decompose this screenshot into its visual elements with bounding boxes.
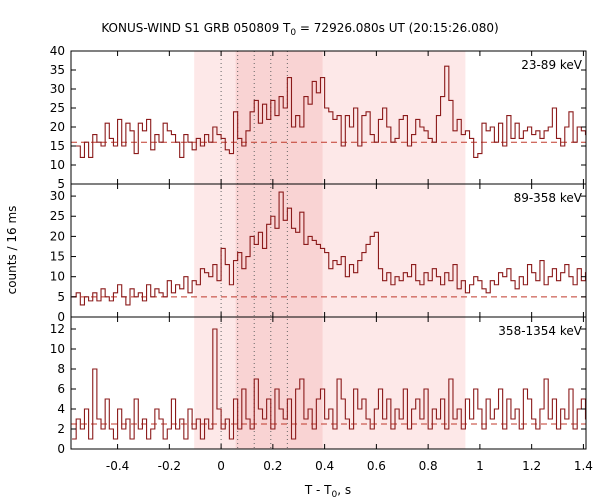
y-tick-label-2-4: 8 — [57, 362, 65, 376]
y-tick-label-0-7: 40 — [50, 44, 65, 58]
x-axis-label: T - T0, s — [304, 483, 351, 500]
band-label-0: 23-89 keV — [521, 58, 583, 72]
panel-frames — [70, 50, 587, 450]
y-tick-label-1-4: 20 — [50, 229, 65, 243]
y-tick-label-1-6: 30 — [50, 189, 65, 203]
y-tick-label-2-1: 2 — [57, 422, 65, 436]
y-tick-label-1-5: 25 — [50, 209, 65, 223]
y-tick-label-1-3: 15 — [50, 250, 65, 264]
y-tick-label-2-0: 0 — [57, 442, 65, 456]
x-tick-label-8: 1.2 — [522, 459, 541, 473]
y-tick-label-2-6: 12 — [50, 322, 65, 336]
band-label-2: 358-1354 keV — [498, 324, 582, 338]
x-tick-label-5: 0.6 — [367, 459, 386, 473]
panel-0: 5 10 15 20 25 30 35 40 23-89 keV — [50, 44, 587, 191]
y-tick-label-0-5: 30 — [50, 82, 65, 96]
y-tick-label-2-5: 10 — [50, 342, 65, 356]
x-tick-label-0: -0.4 — [106, 459, 129, 473]
shaded-regions — [194, 51, 466, 449]
y-tick-label-2-3: 6 — [57, 382, 65, 396]
y-tick-label-0-1: 10 — [50, 158, 65, 172]
x-tick-label-3: 0.2 — [263, 459, 282, 473]
y-tick-label-0-0: 5 — [57, 177, 65, 191]
panel-frame-2 — [70, 316, 587, 450]
y-tick-label-2-2: 4 — [57, 402, 65, 416]
x-tick-label-1: -0.2 — [158, 459, 181, 473]
x-tick-label-7: 1 — [476, 459, 484, 473]
histogram-1 — [72, 191, 587, 306]
y-tick-label-0-2: 15 — [50, 139, 65, 153]
panel-1: 0 5 10 15 20 25 30 89-358 keV — [50, 184, 587, 324]
chart-title: KONUS-WIND S1 GRB 050809 T0 = 72926.080s… — [101, 21, 498, 38]
y-tick-label-1-2: 10 — [50, 270, 65, 284]
histogram-2 — [72, 328, 587, 440]
x-tick-label-6: 0.8 — [419, 459, 438, 473]
y-axis-label: counts / 16 ms — [5, 206, 19, 295]
y-tick-label-0-4: 25 — [50, 101, 65, 115]
histogram-0 — [72, 65, 587, 158]
panel-2: 0 2 4 6 8 10 12 358-1354 keV — [50, 317, 587, 456]
y-tick-label-0-3: 20 — [50, 120, 65, 134]
x-tick-label-4: 0.4 — [315, 459, 334, 473]
x-tick-label-9: 1.4 — [574, 459, 593, 473]
x-tick-label-2: 0 — [217, 459, 225, 473]
band-label-1: 89-358 keV — [514, 191, 583, 205]
y-tick-label-1-0: 0 — [57, 310, 65, 324]
y-tick-label-0-6: 35 — [50, 63, 65, 77]
x-tick-labels: -0.4 -0.2 0 0.2 0.4 0.6 0.8 1 1.2 1.4 — [106, 459, 593, 473]
y-tick-label-1-1: 5 — [57, 290, 65, 304]
